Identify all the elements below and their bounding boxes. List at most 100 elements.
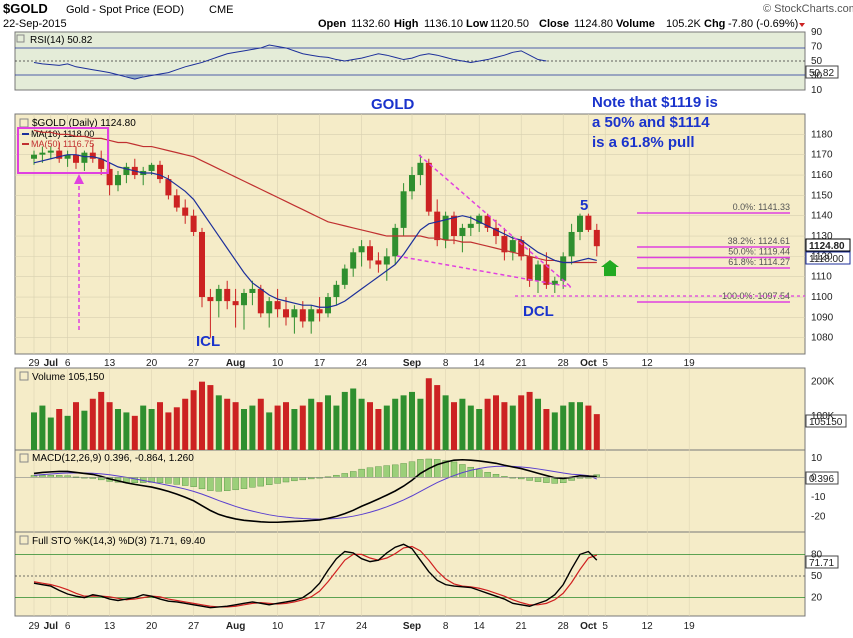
candle-body (190, 215, 197, 232)
sto-panel-icon (19, 535, 29, 545)
macd-histogram-bar (358, 468, 365, 478)
macd-histogram-bar (299, 477, 306, 481)
macd-histogram-bar (350, 471, 357, 478)
volume-bar (47, 417, 54, 450)
price-tick-label: 1120 (811, 251, 833, 262)
macd-histogram-bar (392, 464, 399, 478)
x-tick-label-top: 13 (104, 358, 116, 369)
volume-bar (459, 398, 466, 450)
volume-bar (341, 391, 348, 450)
volume-bar (383, 405, 390, 450)
wedge-lower-line (396, 255, 572, 288)
rsi-tick-label: 10 (811, 85, 823, 96)
x-tick-label-top: 10 (272, 358, 284, 369)
date-text: 22-Sep-2015 (3, 18, 67, 30)
up-arrow-icon (74, 174, 84, 184)
candle-body (417, 162, 424, 176)
dcl-annotation: DCL (523, 303, 554, 320)
ma-tag-text: 1118.00 (809, 254, 844, 265)
volume-panel-icon (19, 371, 29, 381)
volume-bar (115, 409, 121, 450)
candle-body (585, 215, 592, 230)
macd-histogram-bar (249, 477, 256, 488)
x-tick-label-top: 29 (28, 358, 40, 369)
x-tick-label-bottom: 21 (516, 621, 528, 632)
macd-histogram-bar (207, 477, 214, 491)
volume-bar (131, 415, 138, 450)
volume-bar (518, 395, 525, 450)
candle-body (249, 288, 256, 293)
volume-bar (526, 391, 533, 450)
low-label: Low (466, 18, 488, 30)
x-axis-bottom: 29 Jul 6 13 20 27 Aug 10 17 24 Sep 8 14 21 28 Oct 5 12 19 (28, 621, 695, 632)
volume-bar (568, 402, 575, 450)
macd-histogram-bar (266, 477, 273, 485)
price-panel-label: $GOLD (Daily) 1124.80 (32, 118, 136, 129)
candle-body (173, 195, 180, 208)
candle-body (484, 215, 491, 228)
green-arrow-stem (604, 266, 616, 276)
x-axis-top: 29 Jul 6 13 20 27 Aug 10 17 24 Sep 8 14 21 28 Oct 5 12 19 (28, 358, 695, 369)
macd-histogram-bar (198, 477, 206, 490)
volume-bar (509, 405, 516, 450)
volume-bar (73, 402, 79, 450)
x-tick-label-bottom: 6 (65, 621, 71, 632)
volume-label: Volume (616, 18, 655, 30)
sto-tick-label: 50 (811, 571, 823, 582)
volume-bar (241, 409, 247, 450)
macd-panel-icon (19, 453, 29, 463)
fib-level-label: 50.0%: 1119.44 (728, 247, 790, 257)
volume-bar (585, 405, 592, 450)
candle-body (551, 280, 558, 285)
price-tick-label: 1130 (811, 231, 833, 242)
price-layer (31, 129, 600, 338)
sto-panel (14, 531, 806, 617)
price-tick-label: 1160 (811, 170, 833, 181)
price-tick-label: 1080 (811, 333, 834, 344)
candle-body (400, 191, 407, 228)
chg-value: -7.80 (-0.69%) (728, 18, 798, 30)
candle-body (207, 297, 214, 302)
candle-body (476, 215, 483, 224)
rsi-line (33, 44, 547, 80)
candle-body (535, 264, 541, 281)
volume-bar (31, 412, 37, 450)
x-tick-label-top: 19 (684, 358, 696, 369)
candle-body (509, 240, 516, 253)
description-text: Gold - Spot Price (EOD) (66, 4, 184, 16)
candle-body (291, 309, 298, 318)
volume-bar (89, 398, 96, 450)
volume-bar (215, 395, 222, 450)
x-tick-label-bottom: Sep (403, 621, 421, 632)
volume-bar (577, 402, 583, 450)
sto-tick-label: 20 (811, 593, 823, 604)
fib-level-label: 38.2%: 1124.61 (728, 236, 790, 246)
x-tick-label-top: 24 (356, 358, 368, 369)
x-tick-label-top: 14 (474, 358, 486, 369)
macd-histogram-bar (240, 477, 248, 489)
rsi-reference-lines (15, 47, 805, 76)
candle-body (47, 150, 54, 153)
x-tick-label-top: 6 (65, 358, 71, 369)
candle-body (341, 268, 348, 285)
candle-body (81, 152, 88, 163)
chg-label: Chg (704, 18, 725, 30)
volume-bar (543, 409, 550, 450)
volume-bar (190, 390, 197, 450)
ma10-line (33, 154, 597, 308)
volume-bar (451, 402, 457, 450)
x-tick-label-top: Aug (226, 358, 245, 369)
macd-histogram-bar (165, 477, 172, 484)
open-label: Open (318, 18, 346, 30)
macd-tick-label: -10 (811, 492, 826, 503)
sto-layer (15, 543, 805, 609)
macd-histogram-bar (156, 477, 164, 484)
candle-body (451, 215, 457, 237)
price-tick-label: 1110 (811, 272, 832, 283)
volume-bar (417, 398, 424, 450)
close-label: Close (539, 18, 569, 30)
candle-body (232, 301, 239, 306)
sto-tag (805, 555, 839, 569)
open-value: 1132.60 (351, 18, 390, 30)
